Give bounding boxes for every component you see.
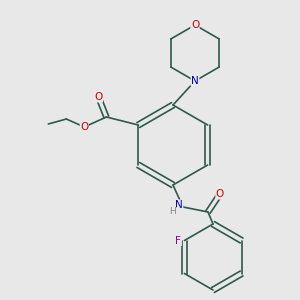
Text: O: O bbox=[94, 92, 103, 102]
Text: N: N bbox=[191, 76, 199, 86]
Text: F: F bbox=[176, 236, 182, 245]
Text: O: O bbox=[191, 20, 199, 30]
Text: O: O bbox=[216, 189, 224, 199]
Text: O: O bbox=[80, 122, 88, 132]
Text: N: N bbox=[175, 200, 183, 210]
Text: H: H bbox=[169, 208, 176, 217]
